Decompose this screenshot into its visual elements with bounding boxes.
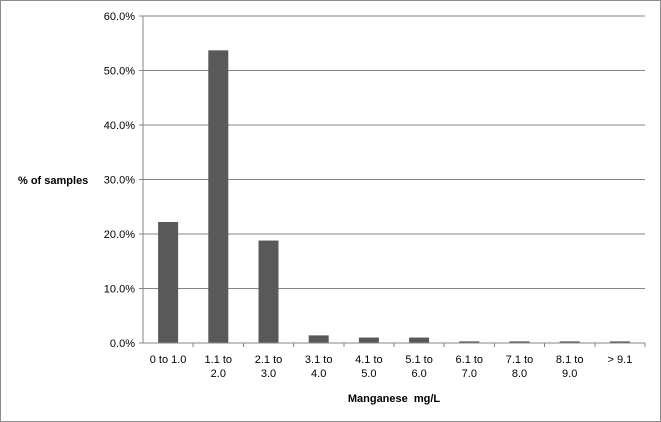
x-tick-label: 6.1 to 7.0 [456,354,484,380]
x-tick-label: 7.1 to 8.0 [506,354,534,380]
x-tick-label-line: > 9.1 [608,354,633,366]
x-tick-label-line: 1.1 to [205,354,233,366]
bar [358,337,379,343]
bar [158,222,179,343]
y-tick-label: 30.0% [104,175,135,187]
bar [258,240,279,343]
x-tick-label: 5.1 to 6.0 [405,354,433,380]
y-tick-label: 60.0% [104,11,135,23]
bar [208,50,229,344]
bar [308,335,329,343]
x-tick-label: 4.1 to 5.0 [355,354,383,380]
bar [459,341,480,343]
y-tick-label: 50.0% [104,66,135,78]
x-tick-label-line: 6.0 [411,368,426,380]
y-tick-label: 0.0% [110,338,135,350]
x-tick-label-line: 4.0 [311,368,326,380]
x-tick-label-line: 3.0 [261,368,276,380]
x-tick-label: 1.1 to 2.0 [205,354,233,380]
x-tick-label-line: 4.1 to [355,354,383,366]
x-tick-label: 3.1 to 4.0 [305,354,333,380]
bars [158,50,630,344]
x-tick-label-line: 9.0 [562,368,577,380]
x-tick-label-line: 7.0 [462,368,477,380]
x-tick-labels: 0 to 1.0 1.1 to 2.0 2.1 to 3.0 3.1 to 4.0 4.1 t… [150,343,646,380]
x-tick-label: 0 to 1.0 [150,354,187,366]
x-tick-label-line: 5.1 to [405,354,433,366]
x-tick-label: > 9.1 [608,354,633,366]
x-tick-label-line: 8.0 [512,368,527,380]
y-tick-label: 40.0% [104,120,135,132]
y-tick-labels: 0.0% 10.0% 20.0% 30.0% 40.0% 50.0% 60.0% [104,11,143,350]
x-tick-label-line: 2.1 to [255,354,283,366]
x-tick-label-line: 5.0 [361,368,376,380]
bar [559,341,580,343]
x-tick-label: 8.1 to 9.0 [556,354,584,380]
bar [609,341,630,343]
x-tick-label-line: 6.1 to [456,354,484,366]
x-tick-label-line: 0 to 1.0 [150,354,187,366]
x-tick-label-line: 7.1 to [506,354,534,366]
x-axis-title: Manganese mg/L [348,393,441,405]
y-tick-label: 20.0% [104,229,135,241]
x-tick-label: 2.1 to 3.0 [255,354,283,380]
y-tick-label: 10.0% [104,284,135,296]
x-tick-label-line: 3.1 to [305,354,333,366]
bar [409,337,430,343]
x-tick-label-line: 2.0 [211,368,226,380]
y-axis-title: % of samples [18,175,88,187]
bar [509,341,530,343]
x-tick-label-line: 8.1 to [556,354,584,366]
